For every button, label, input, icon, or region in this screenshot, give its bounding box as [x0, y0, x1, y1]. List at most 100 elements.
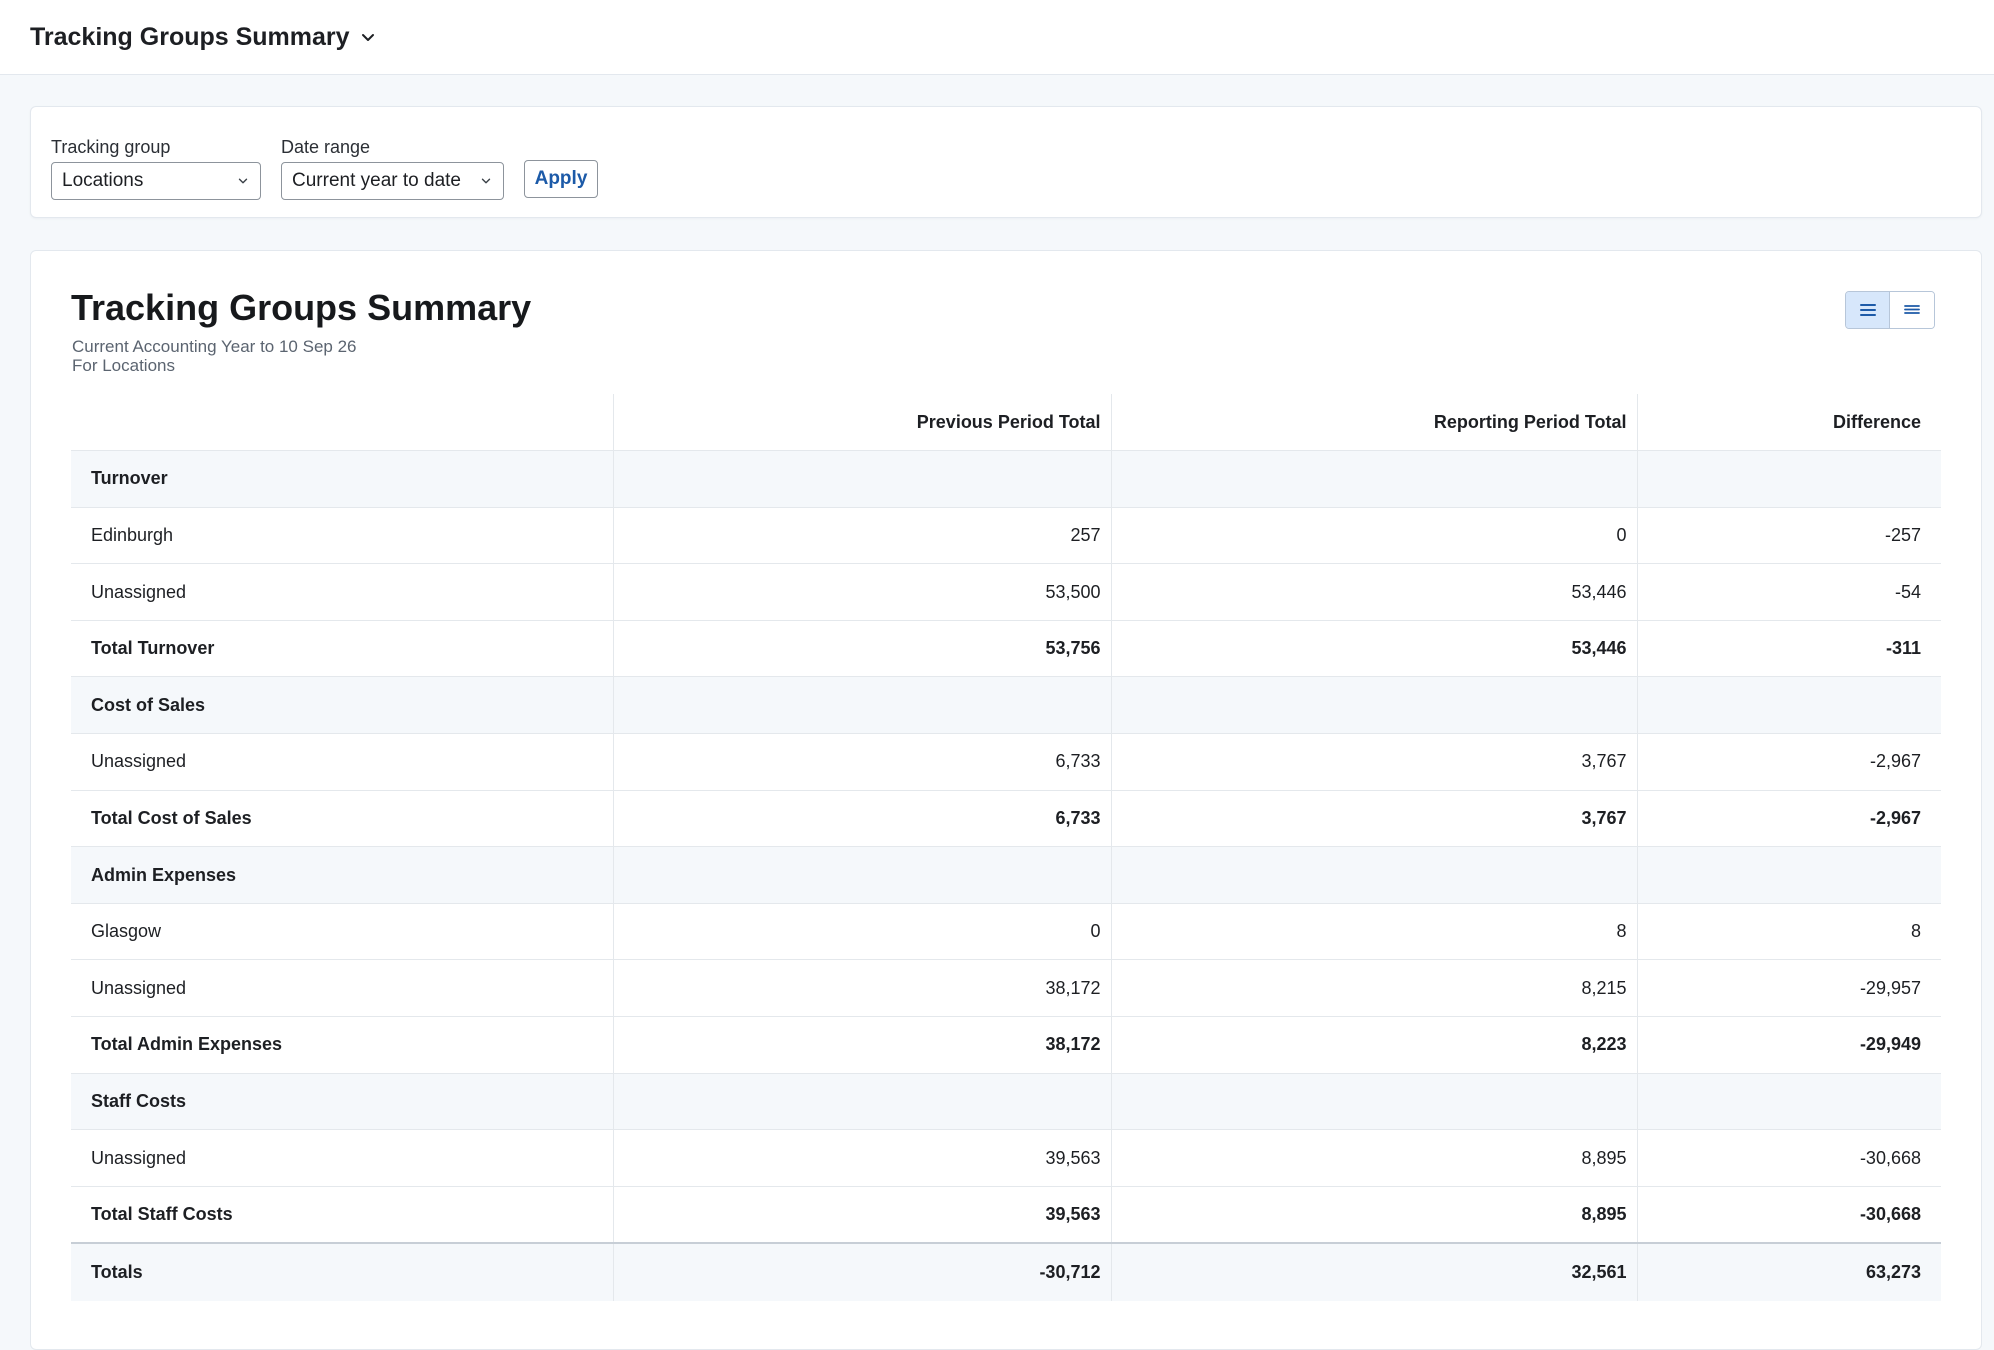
date-range-label: Date range [281, 137, 371, 157]
row-difference: -30,668 [1636, 1186, 1941, 1244]
row-difference: -30,668 [1636, 1129, 1941, 1187]
row-reporting: 0 [1110, 507, 1637, 565]
report-switcher[interactable]: Tracking Groups Summary [30, 23, 376, 52]
row-previous: 38,172 [612, 1016, 1111, 1074]
subtotal-row: Total Turnover 53,756 53,446 -311 [71, 620, 1941, 678]
row-label: Edinburgh [71, 507, 613, 565]
table-header-row: Previous Period Total Reporting Period T… [71, 394, 1941, 452]
row-previous [612, 676, 1111, 735]
row-label: Turnover [71, 450, 613, 508]
row-reporting [1110, 1073, 1637, 1131]
row-previous [612, 450, 1111, 508]
table-row: Glasgow 0 8 8 [71, 903, 1941, 961]
row-reporting: 8 [1110, 903, 1637, 961]
subtotal-row: Total Staff Costs 39,563 8,895 -30,668 [71, 1186, 1941, 1244]
report-period: Current Accounting Year to 10 Sep 26 [72, 337, 357, 356]
row-reporting [1110, 846, 1637, 904]
row-reporting: 53,446 [1110, 563, 1637, 621]
chevron-down-icon [481, 178, 491, 184]
row-label: Staff Costs [71, 1073, 613, 1131]
row-reporting: 53,446 [1110, 620, 1637, 678]
row-reporting: 8,895 [1110, 1129, 1637, 1187]
grand-total-label: Totals [71, 1241, 613, 1301]
section-row: Admin Expenses [71, 846, 1941, 904]
row-reporting: 8,223 [1110, 1016, 1637, 1074]
row-previous: 53,500 [612, 563, 1111, 621]
tracking-group-label: Tracking group [51, 137, 171, 157]
row-label: Cost of Sales [71, 676, 613, 735]
report-title: Tracking Groups Summary [71, 287, 532, 328]
row-difference [1636, 450, 1941, 508]
row-difference: -2,967 [1636, 733, 1941, 791]
chevron-down-icon [361, 34, 374, 41]
apply-button[interactable]: Apply [524, 160, 598, 198]
row-label: Glasgow [71, 903, 613, 961]
view-compact-button[interactable] [1846, 292, 1890, 328]
row-label: Unassigned [71, 1129, 613, 1187]
table-row: Unassigned 38,172 8,215 -29,957 [71, 959, 1941, 1018]
tracking-group-select[interactable]: Locations [51, 162, 261, 200]
report-tracking-group: For Locations [72, 356, 175, 375]
row-label: Total Admin Expenses [71, 1016, 613, 1074]
grand-total-row: Totals -30,712 32,561 63,273 [71, 1241, 1941, 1301]
row-difference [1636, 846, 1941, 904]
menu-icon [1904, 305, 1920, 314]
view-expanded-button[interactable] [1890, 292, 1934, 328]
row-difference: -257 [1636, 507, 1941, 565]
row-previous [612, 846, 1111, 904]
row-reporting: 8,895 [1110, 1186, 1637, 1244]
row-previous: 39,563 [612, 1129, 1111, 1187]
column-header-previous: Previous Period Total [612, 394, 1111, 452]
section-row: Cost of Sales [71, 676, 1941, 735]
view-toggle [1845, 291, 1935, 329]
filter-panel: Tracking group Locations Date range Curr… [30, 106, 1982, 218]
top-bar: Tracking Groups Summary [0, 0, 1994, 75]
table-body: Turnover Edinburgh 257 0 -257 Unassigned 53,50… [71, 450, 1941, 1244]
row-label: Total Cost of Sales [71, 790, 613, 848]
tracking-group-value: Locations [62, 170, 144, 191]
row-previous: 39,563 [612, 1186, 1111, 1244]
chevron-down-icon [238, 178, 248, 184]
row-difference [1636, 676, 1941, 735]
row-previous: 6,733 [612, 790, 1111, 848]
date-range-value: Current year to date [292, 170, 461, 191]
row-previous [612, 1073, 1111, 1131]
row-difference [1636, 1073, 1941, 1131]
row-difference: -54 [1636, 563, 1941, 621]
row-reporting: 3,767 [1110, 733, 1637, 791]
row-previous: 38,172 [612, 959, 1111, 1018]
row-difference: -29,957 [1636, 959, 1941, 1018]
row-previous: 53,756 [612, 620, 1111, 678]
grand-total-reporting: 32,561 [1110, 1241, 1637, 1301]
table-row: Unassigned 6,733 3,767 -2,967 [71, 733, 1941, 791]
report-card: Tracking Groups Summary Current Accounti… [30, 250, 1982, 1350]
table-row: Unassigned 39,563 8,895 -30,668 [71, 1129, 1941, 1187]
row-label: Total Turnover [71, 620, 613, 678]
section-row: Turnover [71, 450, 1941, 508]
row-reporting: 3,767 [1110, 790, 1637, 848]
date-range-select[interactable]: Current year to date [281, 162, 504, 200]
row-reporting [1110, 676, 1637, 735]
list-icon [1859, 304, 1876, 316]
date-range-field: Date range Current year to date [281, 137, 504, 200]
row-reporting [1110, 450, 1637, 508]
section-row: Staff Costs [71, 1073, 1941, 1131]
row-label: Unassigned [71, 959, 613, 1018]
row-previous: 257 [612, 507, 1111, 565]
grand-total-previous: -30,712 [612, 1241, 1111, 1301]
row-difference: 8 [1636, 903, 1941, 961]
report-switcher-label: Tracking Groups Summary [30, 22, 350, 51]
row-label: Admin Expenses [71, 846, 613, 904]
row-difference: -311 [1636, 620, 1941, 678]
column-header-reporting: Reporting Period Total [1110, 394, 1637, 452]
row-label: Total Staff Costs [71, 1186, 613, 1244]
row-label: Unassigned [71, 563, 613, 621]
subtotal-row: Total Admin Expenses 38,172 8,223 -29,949 [71, 1016, 1941, 1074]
column-header-label [71, 394, 613, 452]
subtotal-row: Total Cost of Sales 6,733 3,767 -2,967 [71, 790, 1941, 848]
row-label: Unassigned [71, 733, 613, 791]
row-previous: 6,733 [612, 733, 1111, 791]
row-previous: 0 [612, 903, 1111, 961]
grand-total-difference: 63,273 [1636, 1241, 1941, 1301]
row-difference: -29,949 [1636, 1016, 1941, 1074]
